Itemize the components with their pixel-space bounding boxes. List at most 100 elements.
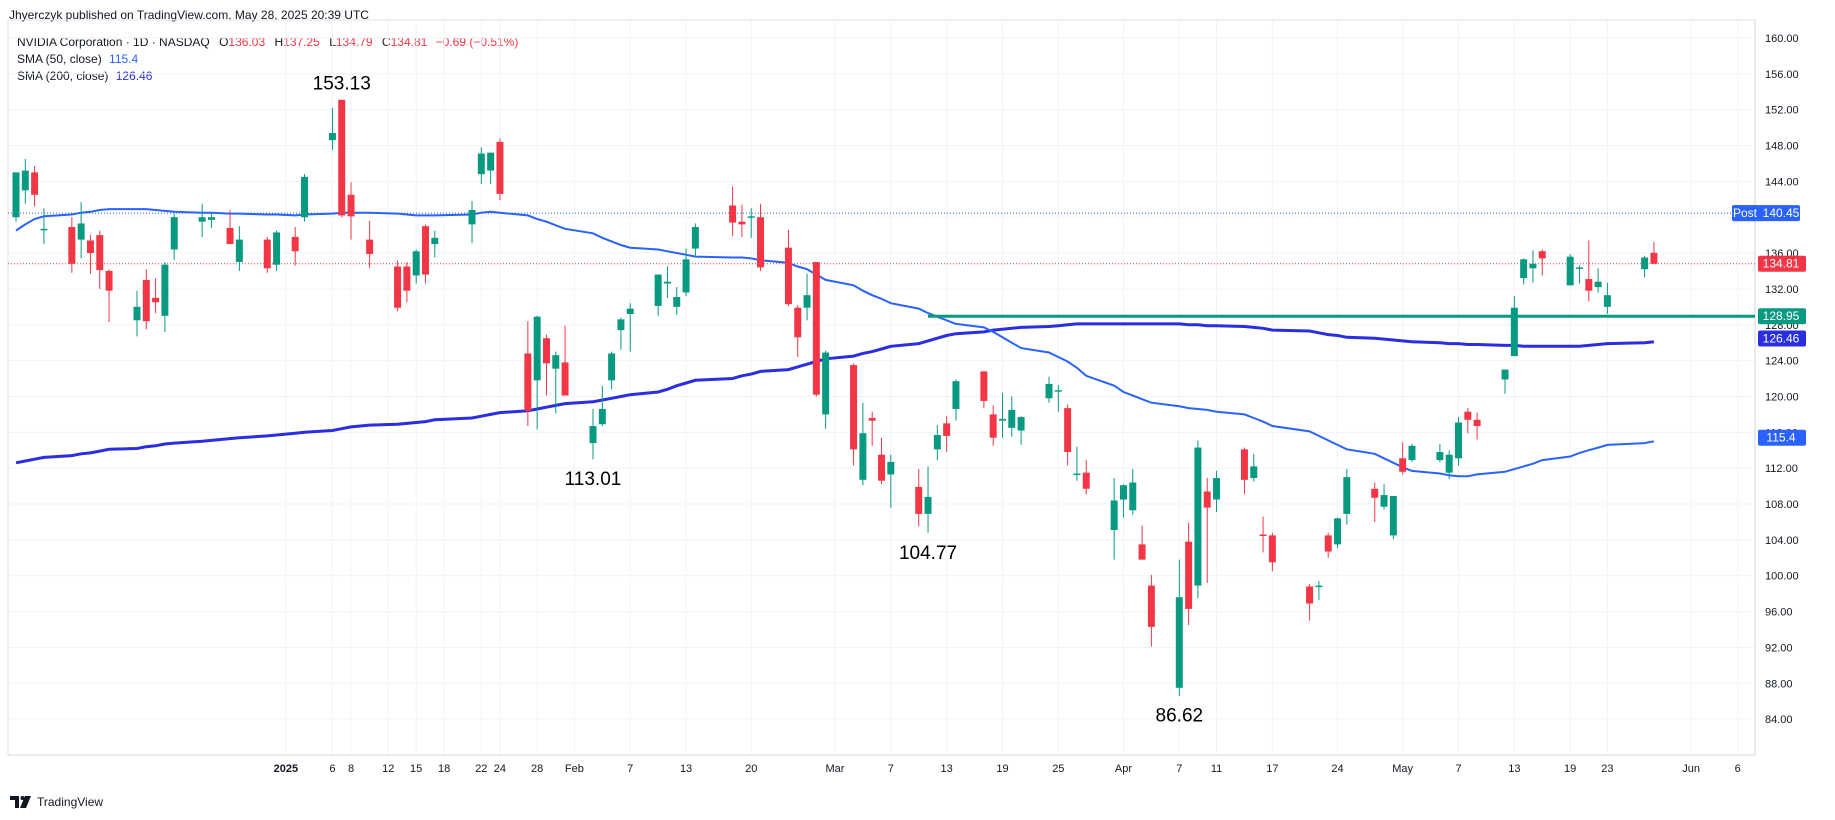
candle[interactable] <box>1380 484 1388 510</box>
candle[interactable] <box>96 230 104 289</box>
candle[interactable] <box>226 210 234 245</box>
candle[interactable] <box>1520 258 1528 285</box>
candle[interactable] <box>1064 404 1072 466</box>
candle[interactable] <box>347 182 355 240</box>
candle[interactable] <box>1575 265 1583 284</box>
candle[interactable] <box>589 409 597 460</box>
candle[interactable] <box>859 402 867 486</box>
candle[interactable] <box>1054 384 1062 412</box>
candle[interactable] <box>1110 478 1118 560</box>
candle[interactable] <box>1501 369 1509 394</box>
candle[interactable] <box>524 321 532 427</box>
candle[interactable] <box>887 454 895 508</box>
candle[interactable] <box>198 203 206 237</box>
candle[interactable] <box>654 274 662 316</box>
candle[interactable] <box>1250 453 1258 482</box>
candle[interactable] <box>1185 522 1193 626</box>
candle[interactable] <box>1603 282 1611 314</box>
candle[interactable] <box>1203 478 1211 583</box>
candle[interactable] <box>477 147 485 185</box>
candle[interactable] <box>133 290 141 337</box>
candle[interactable] <box>552 351 560 414</box>
candle[interactable] <box>878 437 885 485</box>
candle[interactable] <box>1259 516 1267 553</box>
candle[interactable] <box>496 138 504 201</box>
candle[interactable] <box>105 269 113 323</box>
candle[interactable] <box>412 249 420 284</box>
candle[interactable] <box>1073 446 1081 481</box>
candle[interactable] <box>291 227 299 266</box>
candle[interactable] <box>1129 469 1137 515</box>
candle[interactable] <box>1371 482 1379 522</box>
candle[interactable] <box>1445 450 1453 479</box>
candle[interactable] <box>626 303 634 352</box>
candle[interactable] <box>980 371 988 409</box>
candle[interactable] <box>1343 469 1351 525</box>
candle[interactable] <box>152 278 160 314</box>
candle[interactable] <box>663 266 671 298</box>
candle[interactable] <box>394 260 402 312</box>
candle[interactable] <box>328 107 336 150</box>
candle[interactable] <box>301 174 308 222</box>
candle[interactable] <box>1399 442 1407 475</box>
candle[interactable] <box>161 262 169 332</box>
candle[interactable] <box>998 392 1006 438</box>
candle[interactable] <box>617 317 625 350</box>
candle[interactable] <box>235 226 243 271</box>
candle[interactable] <box>738 204 746 237</box>
candle[interactable] <box>468 201 476 244</box>
candle[interactable] <box>1464 408 1472 434</box>
candle[interactable] <box>338 99 346 218</box>
candle[interactable] <box>1566 253 1574 286</box>
candle[interactable] <box>487 152 495 185</box>
legend-sma200[interactable]: SMA (200, close) 126.46 <box>17 69 152 83</box>
candle[interactable] <box>366 220 374 269</box>
candle[interactable] <box>1194 440 1202 599</box>
candle[interactable] <box>757 203 765 271</box>
candle[interactable] <box>431 230 439 258</box>
candle[interactable] <box>1455 417 1462 466</box>
candle[interactable] <box>12 172 20 222</box>
candle[interactable] <box>1641 255 1649 278</box>
candle[interactable] <box>273 230 281 271</box>
candle[interactable] <box>1510 296 1518 357</box>
candle[interactable] <box>1436 443 1444 462</box>
candle[interactable] <box>1175 559 1183 696</box>
candle[interactable] <box>403 262 411 303</box>
candle[interactable] <box>1045 376 1053 403</box>
candle[interactable] <box>1147 574 1155 647</box>
candle[interactable] <box>1138 525 1146 560</box>
candle[interactable] <box>1650 241 1658 264</box>
candle[interactable] <box>933 425 941 461</box>
candles[interactable] <box>12 99 1658 696</box>
candle[interactable] <box>421 224 429 284</box>
candle[interactable] <box>68 217 76 273</box>
legend-ohlc[interactable]: NVIDIA Corporation · 1D · NASDAQ O136.03… <box>17 35 518 49</box>
candle[interactable] <box>1306 583 1314 621</box>
candle[interactable] <box>1017 416 1025 445</box>
candle[interactable] <box>673 287 681 315</box>
tradingview-brand[interactable]: TradingView <box>10 795 103 809</box>
candle[interactable] <box>682 248 690 297</box>
candle[interactable] <box>924 466 932 533</box>
candle[interactable] <box>1119 484 1127 518</box>
candle[interactable] <box>1473 412 1481 440</box>
candle[interactable] <box>1008 396 1016 437</box>
candle[interactable] <box>561 325 569 396</box>
candle[interactable] <box>207 212 215 228</box>
candle[interactable] <box>1538 249 1546 276</box>
candle[interactable] <box>1324 532 1332 558</box>
candle[interactable] <box>794 305 802 358</box>
candle[interactable] <box>21 158 29 204</box>
candle[interactable] <box>691 223 699 258</box>
candle[interactable] <box>533 315 541 430</box>
candle[interactable] <box>803 273 811 321</box>
candle[interactable] <box>868 411 876 446</box>
candle[interactable] <box>142 269 150 330</box>
candle[interactable] <box>989 405 997 446</box>
candle[interactable] <box>1315 581 1323 600</box>
candle[interactable] <box>943 416 951 453</box>
candle[interactable] <box>850 363 858 466</box>
candle[interactable] <box>1585 240 1593 302</box>
